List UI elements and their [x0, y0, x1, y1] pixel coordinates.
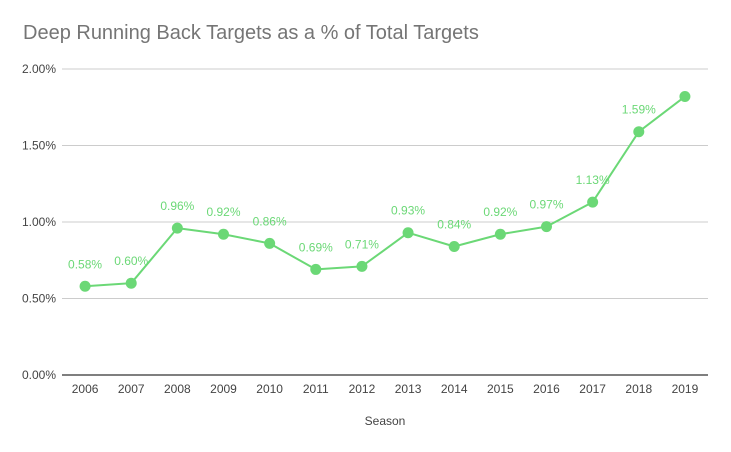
data-label: 0.71%: [345, 237, 379, 251]
x-tick-label: 2015: [487, 382, 514, 396]
y-tick-label: 1.00%: [22, 215, 56, 229]
x-tick-label: 2016: [533, 382, 560, 396]
chart-title: Deep Running Back Targets as a % of Tota…: [23, 22, 479, 44]
data-label: 0.84%: [437, 217, 471, 231]
data-point: [633, 126, 645, 138]
data-label: 1.13%: [576, 173, 610, 187]
data-label: 0.92%: [483, 205, 517, 219]
y-tick-label: 1.50%: [22, 139, 56, 153]
data-point: [264, 237, 276, 249]
gridlines: [62, 68, 708, 376]
x-tick-label: 2013: [395, 382, 422, 396]
data-labels: 0.58% 0.60% 0.96% 0.92% 0.86% 0.69% 0.71% 0.93%…: [68, 103, 656, 272]
data-point: [356, 260, 368, 272]
x-tick-label: 2019: [672, 382, 699, 396]
data-label: 0.86%: [253, 214, 287, 228]
data-label: 0.60%: [114, 254, 148, 268]
x-axis-title: Season: [365, 414, 406, 428]
data-point: [587, 196, 599, 208]
x-tick-label: 2009: [210, 382, 237, 396]
y-tick-label: 2.00%: [22, 62, 56, 76]
y-axis-ticks: 0.00% 0.50% 1.00% 1.50% 2.00%: [22, 62, 56, 382]
x-tick-label: 2010: [256, 382, 283, 396]
series-line-layer: [85, 95, 686, 288]
x-axis-ticks: 2006 2007 2008 2009 2010 2011 2012 2013 2014 2015…: [72, 382, 699, 396]
x-tick-label: 2008: [164, 382, 191, 396]
y-tick-label: 0.50%: [22, 292, 56, 306]
y-tick-label: 0.00%: [22, 368, 56, 382]
data-point: [541, 221, 552, 233]
data-point: [679, 91, 691, 103]
x-tick-label: 2017: [579, 382, 606, 396]
data-label: 0.58%: [68, 257, 102, 271]
data-point: [171, 222, 183, 234]
series-line: [85, 95, 686, 288]
series-points: [79, 91, 691, 292]
data-label: 0.93%: [391, 204, 425, 218]
data-point: [310, 263, 322, 275]
x-tick-label: 2012: [349, 382, 376, 396]
x-tick-label: 2011: [303, 382, 329, 396]
data-point: [494, 228, 506, 240]
data-point: [125, 277, 137, 289]
data-label: 0.97%: [529, 198, 563, 212]
data-label: 0.92%: [206, 205, 240, 219]
x-tick-label: 2018: [625, 382, 652, 396]
x-tick-label: 2007: [118, 382, 145, 396]
data-label: 0.69%: [299, 240, 333, 254]
x-tick-label: 2014: [441, 382, 468, 396]
data-point: [448, 240, 460, 252]
x-tick-label: 2006: [72, 382, 99, 396]
data-label: 1.59%: [622, 103, 656, 117]
data-point: [402, 227, 414, 239]
data-point: [218, 228, 229, 240]
data-label: 0.96%: [160, 199, 194, 213]
data-point: [79, 280, 91, 292]
